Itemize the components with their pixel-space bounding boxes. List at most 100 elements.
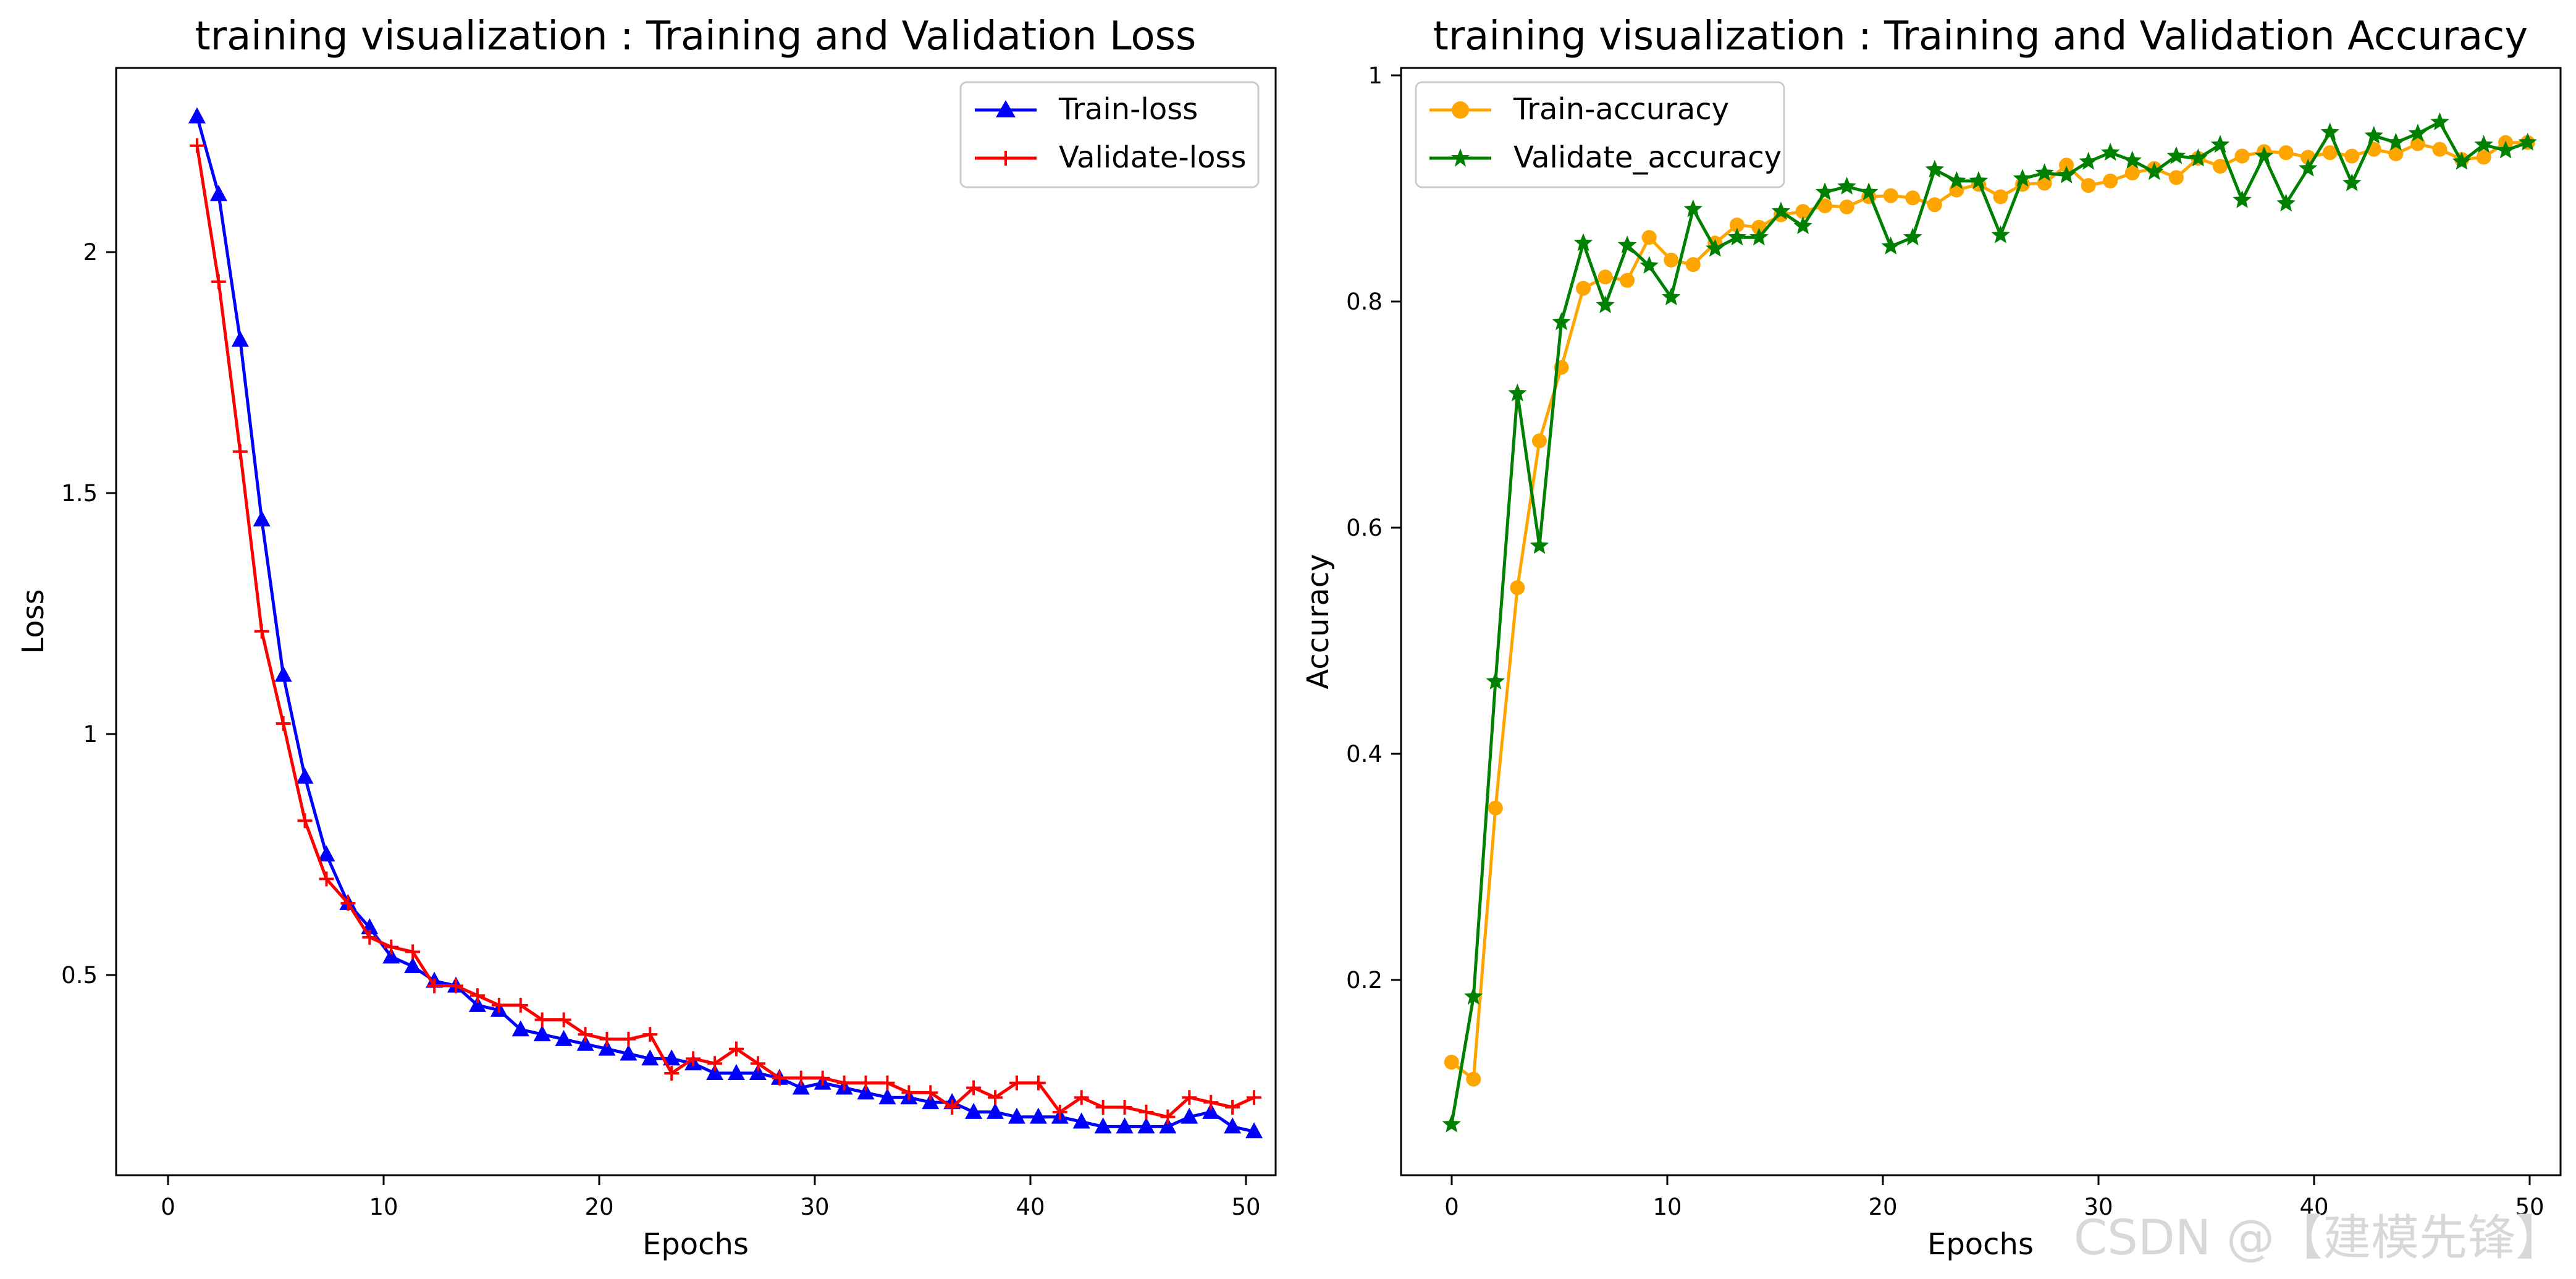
loss-train-loss-point: [1116, 1117, 1134, 1134]
loss-train-loss-point: [727, 1063, 745, 1080]
loss-validate-loss-point: [1182, 1090, 1197, 1105]
accuracy-x-axis-label: Epochs: [1927, 1227, 2034, 1262]
loss-validate-loss-point: [491, 997, 507, 1013]
loss-y-tick-label: 1: [83, 721, 98, 748]
accuracy-legend: Train-accuracy Validate_accuracy: [1415, 81, 1785, 188]
loss-train-loss-point: [404, 957, 422, 974]
accuracy-train-accuracy-point: [1839, 199, 1854, 214]
accuracy-validate-accuracy-point: [2342, 173, 2362, 192]
accuracy-legend-box: [1415, 81, 1785, 188]
accuracy-train-accuracy-point: [1531, 433, 1547, 449]
loss-validate-loss-point: [254, 623, 269, 639]
loss-train-loss-point: [792, 1078, 810, 1095]
accuracy-train-accuracy-point: [2168, 170, 2184, 185]
accuracy-train-accuracy-point: [2037, 175, 2052, 191]
loss-validate-loss-point: [858, 1075, 873, 1091]
loss-validate-loss-point: [1030, 1075, 1046, 1091]
accuracy-validate-accuracy-point: [1617, 235, 1637, 253]
loss-validate-loss-point: [728, 1041, 744, 1057]
loss-train-loss-point: [641, 1049, 659, 1066]
accuracy-train-accuracy-point: [2059, 158, 2074, 173]
accuracy-legend-validate-label: Validate_accuracy: [1513, 140, 1782, 175]
loss-x-tick-label: 30: [800, 1194, 829, 1220]
accuracy-train-accuracy-point: [2212, 159, 2228, 174]
accuracy-y-tick: 0.2: [1346, 967, 1401, 994]
loss-x-tick-label: 20: [584, 1194, 613, 1220]
loss-validate-loss-point: [966, 1080, 982, 1095]
loss-train-loss-point: [1029, 1107, 1047, 1124]
accuracy-train-accuracy-point: [1927, 197, 1942, 213]
accuracy-legend-train-label: Train-accuracy: [1513, 92, 1729, 127]
accuracy-validate-accuracy-point: [1442, 1114, 1461, 1133]
loss-validate-loss-point: [1009, 1075, 1024, 1091]
loss-validate-loss-point: [211, 274, 226, 289]
accuracy-validate-accuracy-point: [2013, 169, 2032, 187]
loss-series-layer: [188, 107, 1263, 1139]
accuracy-x-tick-label: 30: [2084, 1194, 2113, 1220]
accuracy-y-tick-label: 0.2: [1346, 967, 1383, 994]
accuracy-validate-accuracy-point: [1859, 182, 1879, 201]
loss-train-loss-point: [878, 1088, 896, 1105]
loss-x-tick: 20: [584, 1175, 614, 1220]
loss-validate-loss-point: [232, 444, 248, 459]
loss-train-loss-point: [188, 107, 206, 124]
loss-legend-validate-label: Validate-loss: [1059, 140, 1246, 175]
accuracy-validate-accuracy-point: [2210, 135, 2230, 153]
loss-validate-loss-point: [276, 716, 291, 732]
loss-y-tick: 0.5: [61, 962, 116, 989]
accuracy-train-accuracy-point: [2410, 136, 2425, 151]
loss-train-loss-point: [511, 1020, 529, 1037]
accuracy-validate-accuracy-point: [1925, 159, 1945, 178]
loss-train-loss-point: [576, 1034, 594, 1051]
loss-validate-loss-point: [836, 1075, 852, 1091]
loss-validate-loss-point: [534, 1012, 550, 1028]
accuracy-validate-accuracy-point: [1969, 171, 1989, 189]
accuracy-train-accuracy-point: [1597, 269, 1613, 285]
accuracy-series-layer: [1442, 112, 2537, 1133]
loss-x-tick: 40: [1016, 1175, 1045, 1220]
loss-train-loss-point: [318, 845, 335, 862]
accuracy-x-tick: 20: [1868, 1175, 1898, 1220]
loss-train-loss-point: [922, 1093, 940, 1110]
accuracy-validate-accuracy-point: [2452, 151, 2472, 170]
loss-validate-loss-point: [815, 1070, 830, 1086]
accuracy-y-tick: 1: [1368, 62, 1401, 89]
loss-train-loss-point: [965, 1102, 983, 1119]
loss-validate-loss-point: [448, 978, 464, 994]
loss-train-loss-point: [1072, 1112, 1090, 1129]
loss-validate-loss-point: [1074, 1090, 1089, 1105]
accuracy-y-tick: 0.8: [1346, 289, 1401, 315]
loss-legend-item-validate: Validate-loss: [975, 140, 1246, 175]
accuracy-x-tick-label: 40: [2299, 1194, 2328, 1220]
accuracy-validate-accuracy-point: [1749, 227, 1769, 246]
accuracy-validate-accuracy-point: [2364, 125, 2383, 144]
accuracy-validate-accuracy-point: [2035, 163, 2054, 181]
loss-validate-loss-point: [556, 1012, 571, 1028]
accuracy-train-accuracy-point: [1905, 190, 1921, 206]
accuracy-validate-accuracy-point: [1596, 295, 1615, 313]
accuracy-train-accuracy-point: [2103, 173, 2118, 188]
loss-x-tick: 10: [369, 1175, 398, 1220]
loss-y-tick-label: 1.5: [61, 480, 98, 507]
accuracy-train-accuracy-point: [1817, 198, 1833, 214]
loss-chart: training visualization : Training and Va…: [16, 14, 1277, 1262]
accuracy-validate-accuracy-point: [1815, 182, 1835, 201]
accuracy-validate-accuracy-point: [2518, 132, 2537, 151]
accuracy-validate-accuracy-point: [1903, 227, 1922, 246]
loss-validate-loss-point: [642, 1027, 658, 1042]
loss-validate-loss-point: [945, 1099, 960, 1115]
accuracy-train-accuracy-point: [2234, 148, 2250, 164]
accuracy-validate-accuracy-point: [1552, 312, 1571, 331]
loss-y-tick: 1: [83, 721, 116, 748]
accuracy-train-accuracy-point: [1795, 204, 1811, 219]
loss-train-loss-point: [555, 1029, 573, 1046]
accuracy-train-accuracy-point: [1620, 272, 1635, 288]
accuracy-validate-accuracy-point: [1486, 671, 1505, 690]
loss-validate-loss-point: [340, 895, 356, 911]
accuracy-y-tick-label: 0.8: [1346, 289, 1383, 315]
accuracy-validate-accuracy-point: [2123, 150, 2142, 169]
accuracy-validate-accuracy-point: [2276, 193, 2296, 212]
accuracy-validate-accuracy-point: [2299, 158, 2318, 177]
loss-validate-loss-point: [880, 1075, 895, 1091]
